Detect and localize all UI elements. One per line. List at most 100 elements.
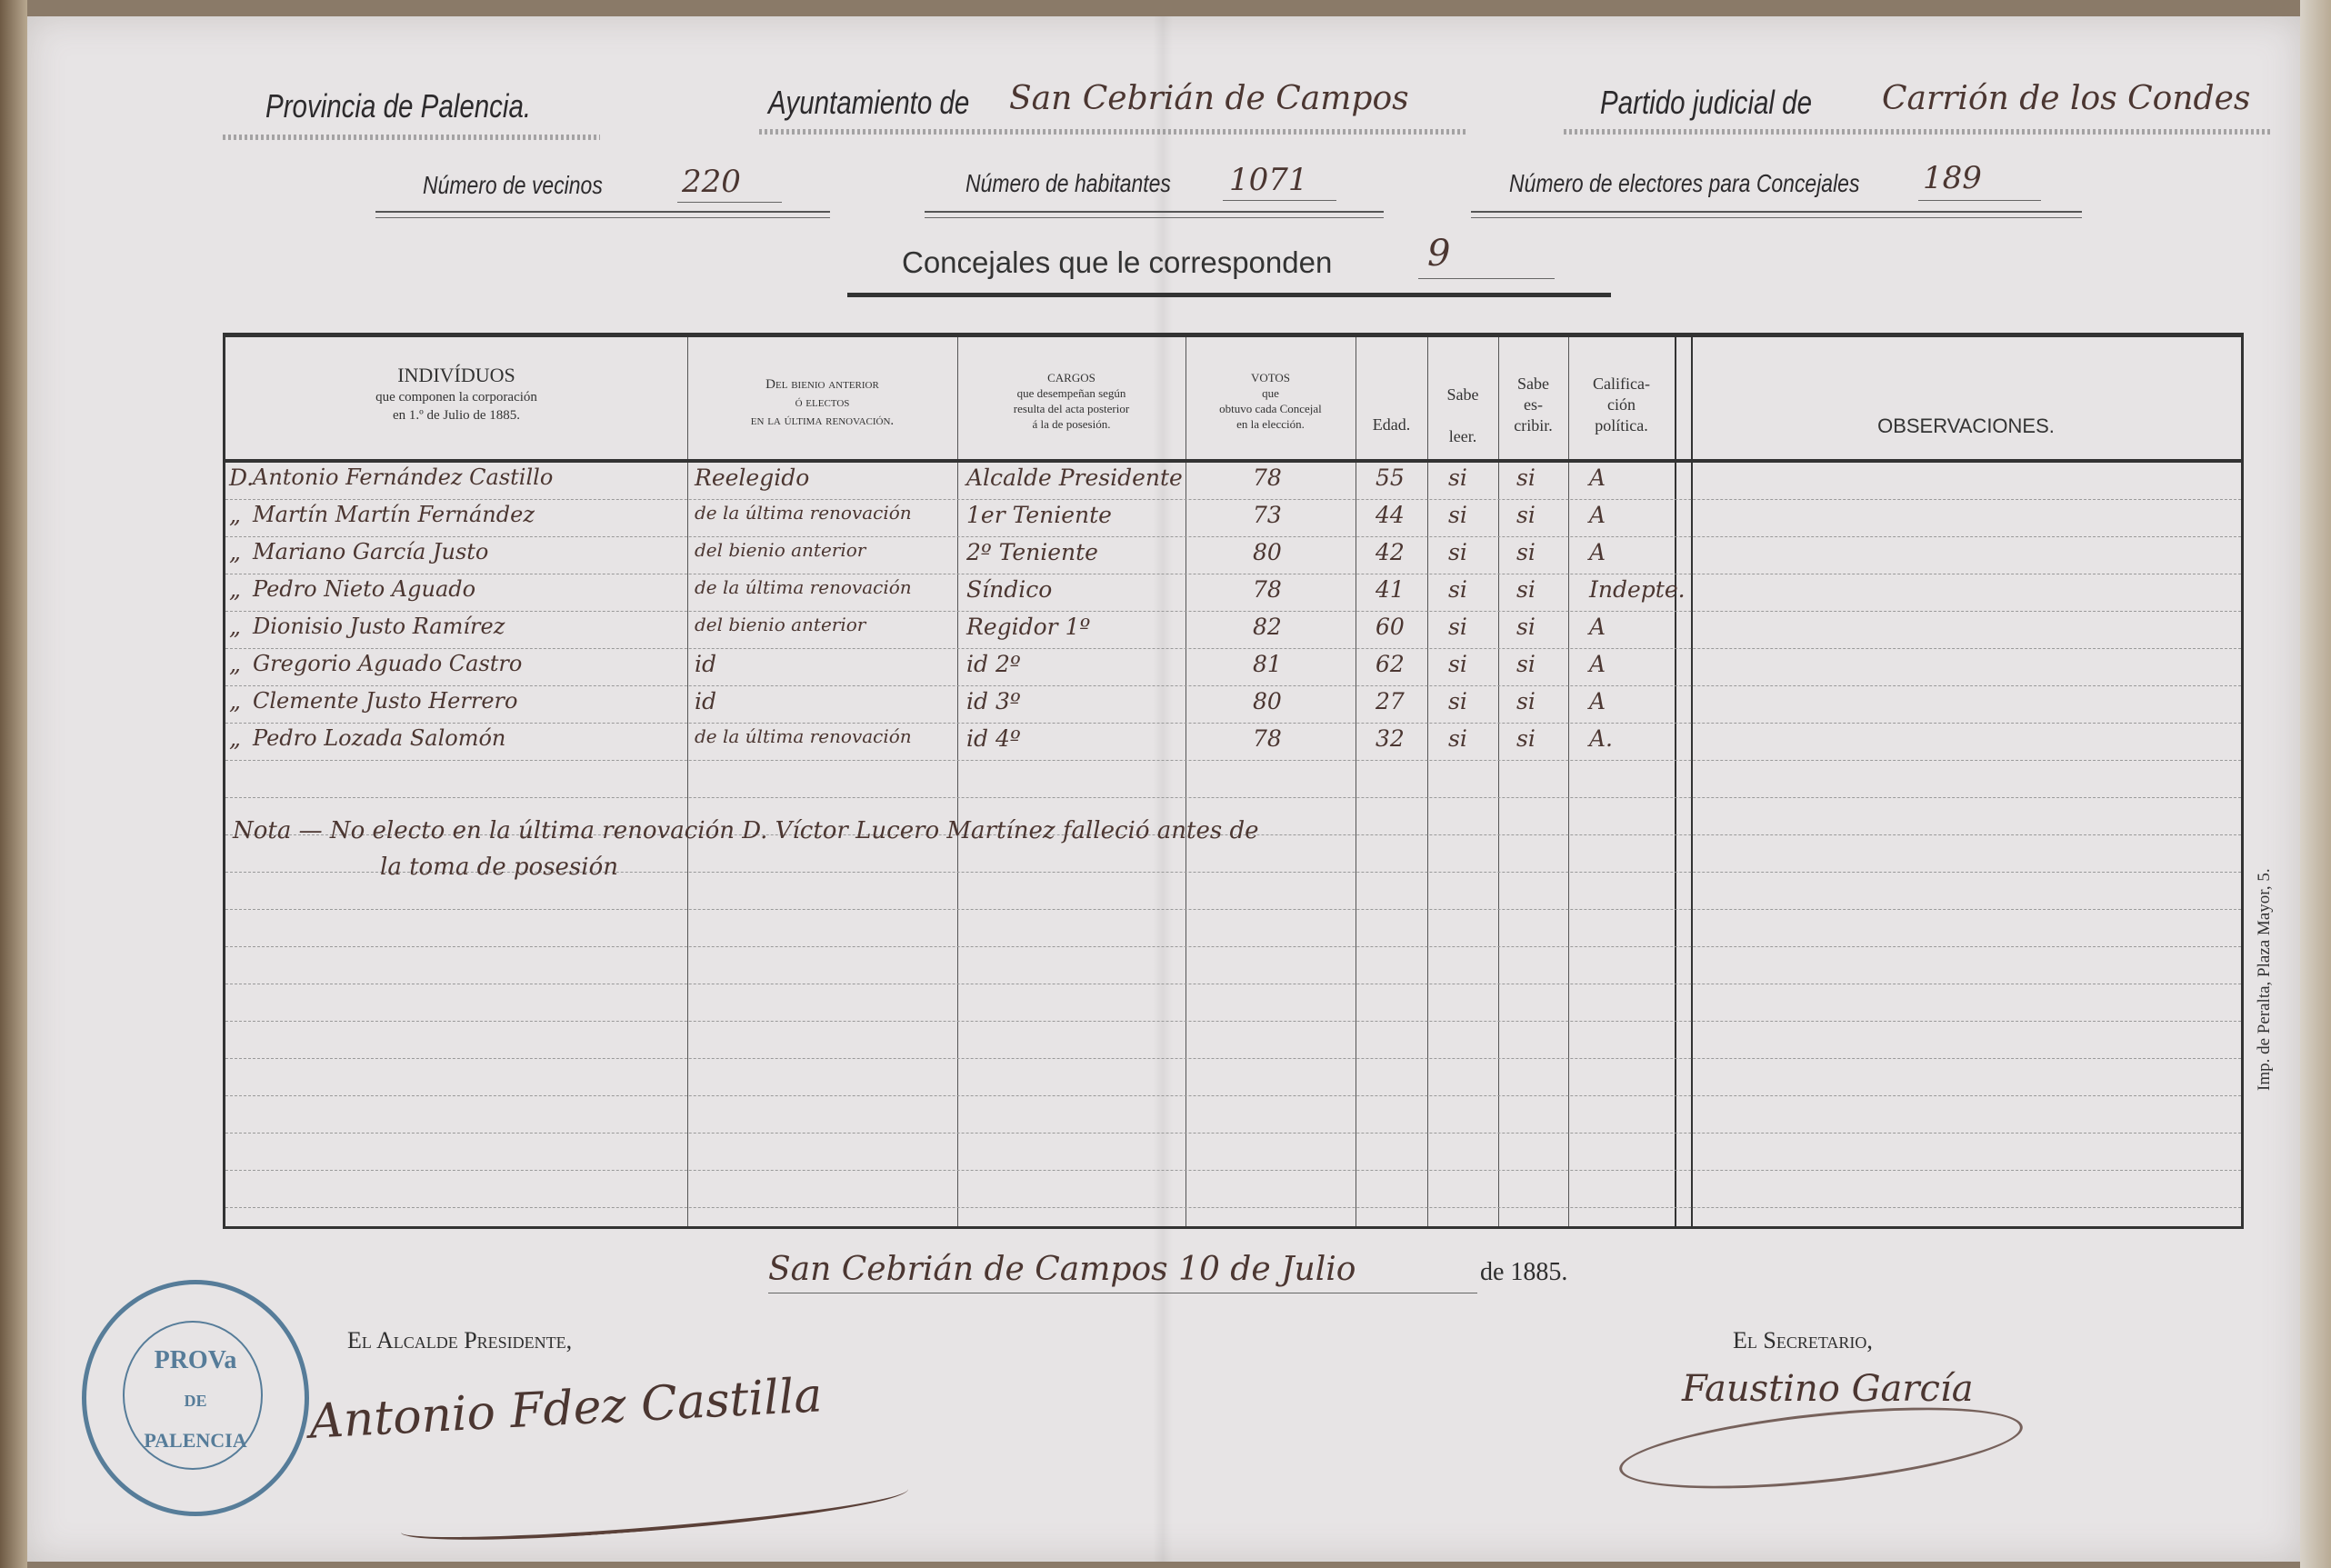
ruled-line	[225, 1021, 2241, 1022]
col-title: Del bienio anterior	[765, 377, 879, 392]
cell-edad: 41	[1376, 576, 1405, 603]
cell-bienio: del bienio anterior	[695, 614, 866, 635]
cell-calificacion: A	[1589, 614, 1606, 640]
page-edges-right	[2300, 0, 2331, 1568]
column-divider	[1498, 337, 1499, 1226]
cell-bienio: de la última renovación	[695, 725, 912, 747]
col-sub: Califica-	[1593, 375, 1650, 393]
cell-calificacion: A	[1589, 502, 1606, 528]
electores-label: Número de electores para Concejales	[1509, 169, 1860, 197]
col-sub: Edad.	[1372, 415, 1411, 434]
cell-calificacion: A	[1589, 464, 1606, 491]
cell-edad: 42	[1376, 539, 1405, 565]
cell-cargo: Regidor 1º	[966, 614, 1091, 640]
col-sub: resulta del acta posterior	[1013, 402, 1130, 415]
cell-edad: 60	[1376, 614, 1405, 640]
cell-calificacion: A	[1589, 651, 1606, 677]
seal-text: PROVa	[154, 1346, 237, 1374]
field-underline	[1918, 200, 2041, 201]
ruled-line	[225, 685, 2241, 686]
ruled-line	[225, 723, 2241, 724]
cell-leer: si	[1448, 688, 1467, 714]
seal-inner-ring	[123, 1321, 263, 1470]
col-title: CARGOS	[1047, 371, 1095, 385]
field-underline	[1418, 278, 1555, 279]
cell-name: Antonio Fernández Castillo	[253, 464, 554, 490]
cell-calificacion: A	[1589, 688, 1606, 714]
column-divider	[1427, 337, 1428, 1226]
electores-value: 189	[1923, 160, 1982, 196]
cell-escribir: si	[1516, 464, 1536, 491]
page-fold	[1153, 16, 1173, 1562]
ruled-line	[225, 1058, 2241, 1059]
cell-edad: 44	[1376, 502, 1405, 528]
col-sub: leer.	[1448, 427, 1477, 445]
cell-leer: si	[1448, 502, 1467, 528]
divider	[223, 135, 600, 140]
cell-votos: 81	[1253, 651, 1282, 677]
col-title: VOTOS	[1250, 371, 1291, 385]
vecinos-value: 220	[682, 164, 741, 200]
cell-escribir: si	[1516, 576, 1536, 603]
col-title: INDIVÍDUOS	[397, 364, 515, 386]
cell-leer: si	[1448, 651, 1467, 677]
cell-votos: 82	[1253, 614, 1282, 640]
ruled-line	[225, 1095, 2241, 1096]
partido-label: Partido judicial de	[1600, 84, 1813, 121]
concejales-table: INDIVÍDUOS que componen la corporación e…	[223, 333, 2244, 1229]
row-prefix: „	[229, 725, 241, 752]
cell-escribir: si	[1516, 651, 1536, 677]
cell-leer: si	[1448, 614, 1467, 640]
col-sub: que	[1262, 386, 1279, 400]
cell-leer: si	[1448, 576, 1467, 603]
cell-votos: 78	[1253, 725, 1282, 752]
cell-calificacion: Indepte.	[1589, 576, 1686, 603]
secretario-signature: Faustino García	[1682, 1368, 1974, 1410]
cell-escribir: si	[1516, 502, 1536, 528]
cell-edad: 62	[1376, 651, 1405, 677]
cell-name: Pedro Lozada Salomón	[253, 725, 506, 751]
partido-value: Carrión de los Condes	[1882, 80, 2251, 117]
cell-calificacion: A	[1589, 539, 1606, 565]
secretario-label: El Secretario,	[1733, 1327, 1873, 1353]
ruled-line	[225, 611, 2241, 612]
ruled-line	[225, 1207, 2241, 1208]
col-sub: en la elección.	[1236, 417, 1305, 431]
divider	[1564, 129, 2273, 135]
divider	[1471, 211, 2082, 218]
col-sub: cribir.	[1514, 416, 1553, 434]
cell-name: Dionisio Justo Ramírez	[253, 614, 505, 639]
cell-name: Pedro Nieto Aguado	[253, 576, 476, 602]
column-divider	[687, 337, 688, 1226]
col-header-individuos: INDIVÍDUOS que componen la corporación e…	[225, 363, 687, 424]
ruled-line	[225, 909, 2241, 910]
col-sub: en la última renovación.	[750, 414, 895, 428]
ruled-line	[225, 834, 2241, 835]
row-prefix: „	[229, 502, 241, 528]
concejales-label: Concejales que le corresponden	[902, 245, 1333, 279]
col-header-leer: Sabe leer.	[1427, 374, 1498, 457]
ayuntamiento-value: San Cebrián de Campos	[1009, 80, 1409, 117]
divider	[925, 211, 1384, 218]
cell-cargo: id 3º	[966, 688, 1021, 714]
cell-bienio: del bienio anterior	[695, 539, 866, 561]
col-sub: en 1.º de Julio de 1885.	[392, 408, 521, 423]
column-divider	[1568, 337, 1569, 1226]
row-prefix: „	[229, 539, 241, 565]
seal-text: DE	[184, 1392, 207, 1410]
row-prefix: „	[229, 688, 241, 714]
cell-edad: 27	[1376, 688, 1405, 714]
seal-inner-text: PROVa DE PALENCIA	[86, 1341, 305, 1461]
cell-escribir: si	[1516, 614, 1536, 640]
cell-bienio: id	[695, 688, 716, 714]
cell-name: Martín Martín Fernández	[253, 502, 535, 527]
cell-leer: si	[1448, 725, 1467, 752]
col-sub: ó electos	[795, 395, 850, 410]
cell-cargo: Alcalde Presidente	[966, 464, 1183, 491]
ruled-line	[225, 946, 2241, 947]
cell-cargo: 2º Teniente	[966, 539, 1098, 565]
divider	[375, 211, 830, 218]
cell-cargo: Síndico	[966, 576, 1053, 603]
cell-leer: si	[1448, 539, 1467, 565]
date-place: San Cebrián de Campos 10 de Julio	[768, 1251, 1356, 1288]
